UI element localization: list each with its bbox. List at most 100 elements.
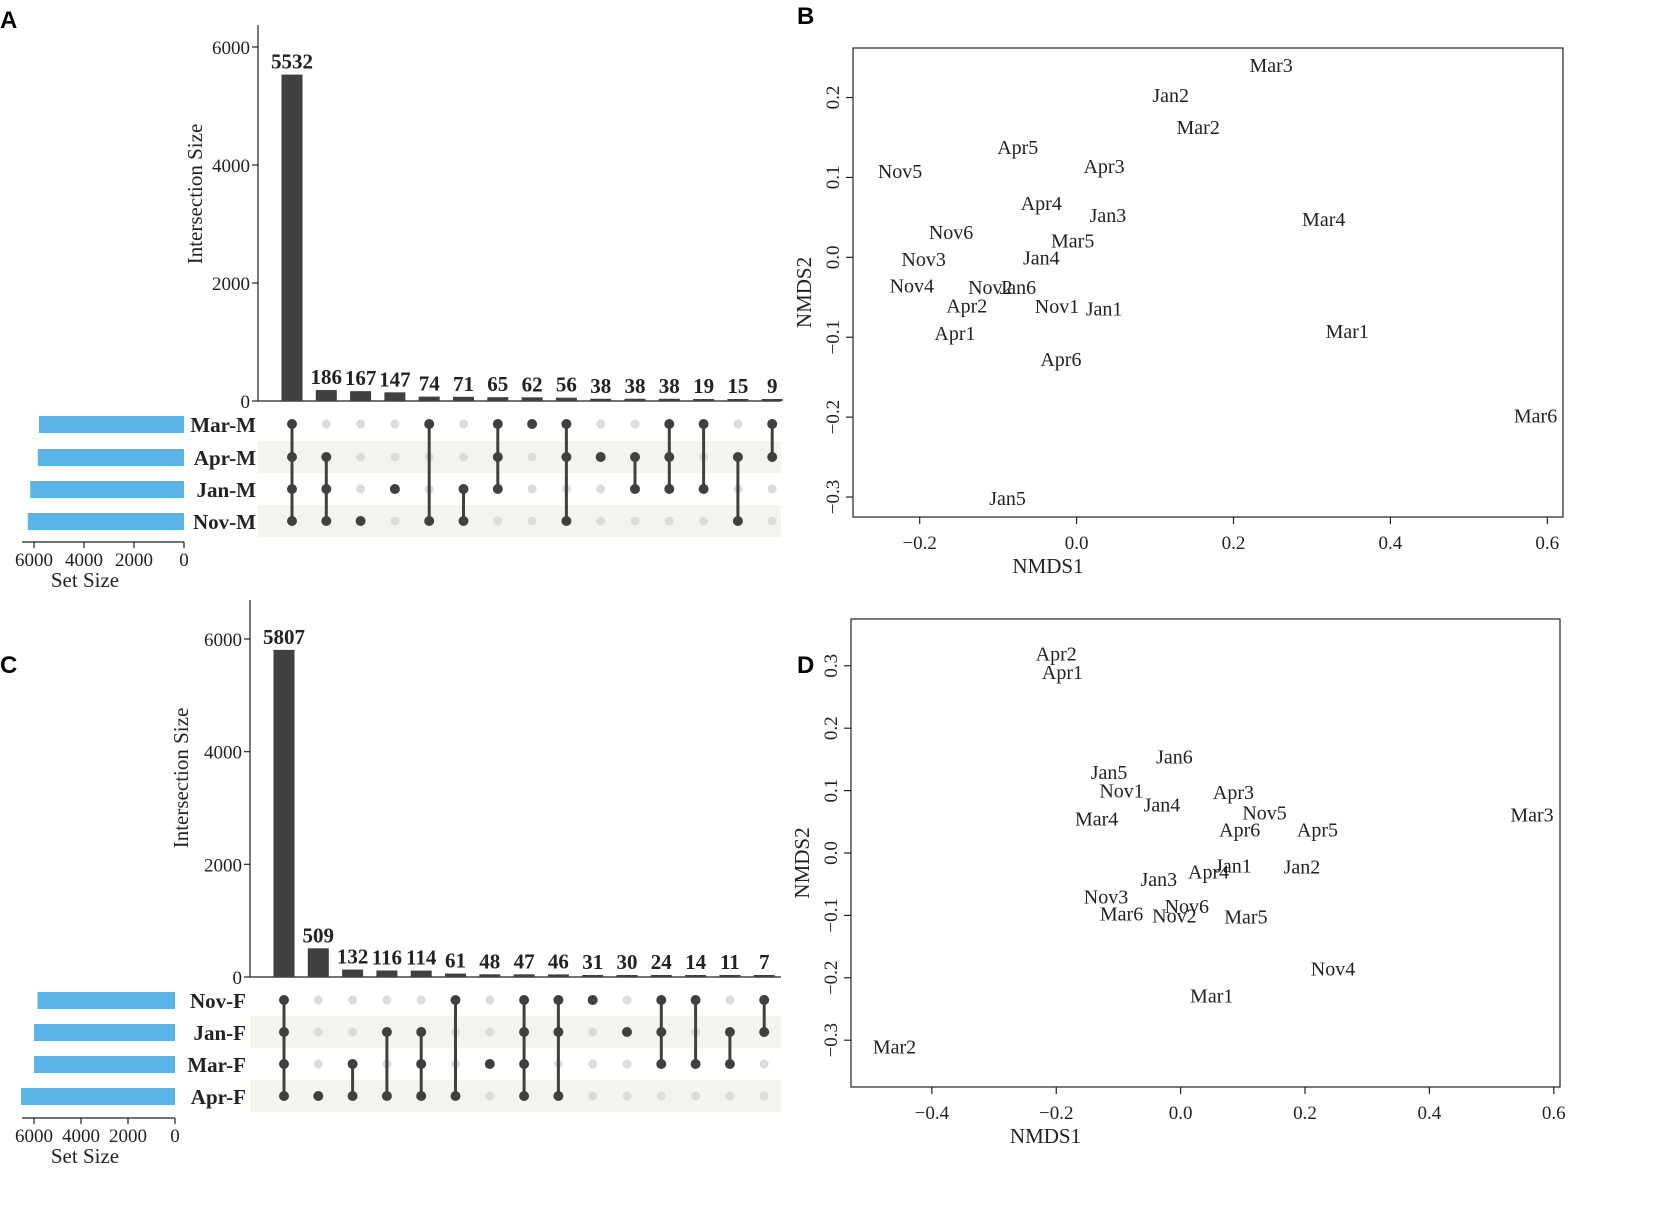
y-tick-label: 6000 [204,630,242,651]
nmds-plot-d: −0.4 −0.2 0.0 0.2 0.4 0.6 −0.3 −0.2 −0.1 0.0 0.1 0.… [790,618,1566,1148]
matrix-dot-empty [630,516,640,526]
bar-value-label: 14 [685,950,707,974]
y-tick-label: −0.1 [821,898,842,932]
set-size-tick-label: 0 [170,1126,180,1147]
intersection-bar [650,975,672,977]
matrix-dot-filled [664,419,675,429]
matrix-dot-empty [767,484,777,494]
point-label: Jan6 [1156,746,1193,768]
matrix-dot-empty [664,516,674,526]
intersection-bar [376,970,398,977]
x-axis-title: NMDS1 [1012,554,1083,578]
matrix-dot-empty [485,1091,495,1101]
matrix-stripe [250,1016,781,1048]
y-tick-label: 0 [233,968,243,989]
bar-value-label: 114 [406,946,437,970]
matrix-dot-filled [381,1027,392,1037]
y-tick-label: 0.0 [823,245,844,269]
x-tick-label: −0.2 [1039,1103,1073,1124]
y-axis-title: NMDS2 [792,257,816,328]
bar-value-label: 62 [522,372,543,396]
y-tick-label: −0.2 [823,400,844,434]
set-size-bar [34,1056,175,1073]
intersection-bar [513,974,535,977]
point-label: Apr4 [1188,862,1229,884]
x-tick-label: 0.2 [1293,1103,1317,1124]
matrix-dot-empty [596,484,606,494]
matrix-dot-filled [355,516,366,526]
intersection-bar [685,975,707,977]
point-label: Mar3 [1510,804,1553,826]
matrix-dot-filled [424,419,435,429]
matrix-dot-filled [630,484,640,494]
set-label: Mar-F [187,1053,246,1077]
x-tick-label: 0.6 [1535,533,1559,554]
point-label: Apr4 [1021,193,1062,215]
y-tick-label: 4000 [212,156,250,177]
matrix-dot-empty [348,1027,358,1037]
bar-value-label: 19 [693,374,714,398]
matrix-dot-empty [416,995,426,1005]
y-axis-title: NMDS2 [790,827,814,898]
y-axis-title: Intersection Size [183,124,207,265]
intersection-bar [555,397,577,401]
nmds-plot-b: −0.2 0.0 0.2 0.4 0.6 −0.3 −0.2 −0.1 0.0 0.1 0.2 NMD… [792,47,1564,578]
matrix-dot-empty [356,419,366,429]
set-size-bar [21,1088,176,1105]
set-size-bar [30,481,184,498]
point-label: Mar3 [1249,55,1292,77]
intersection-bar [727,399,749,401]
point-label: Apr1 [1042,662,1083,684]
bar-value-label: 48 [479,949,500,973]
point-label: Nov1 [1035,296,1079,318]
matrix-stripe [258,441,781,473]
point-label: Apr5 [1297,819,1338,841]
point-label: Apr2 [1036,643,1077,665]
bar-value-label: 186 [311,365,343,389]
point-label: Mar6 [1514,406,1557,428]
matrix-dot-filled [724,1059,735,1069]
matrix-dot-filled [287,452,297,462]
y-tick-label: 0.1 [821,779,842,803]
intersection-bar [315,390,337,401]
set-size-tick-label: 2000 [115,550,153,571]
matrix-dot-empty [733,419,743,429]
matrix-dot-empty [767,516,777,526]
intersection-bar [445,973,466,977]
bar-value-label: 38 [590,374,611,398]
matrix-dot-empty [588,1091,598,1101]
intersection-bar [307,948,329,977]
matrix-dot-empty [759,1091,769,1101]
intersection-bar [590,398,612,401]
point-label: Mar2 [873,1036,916,1058]
matrix-dot-filled [321,484,332,494]
point-label: Jan5 [1091,762,1128,784]
y-tick-label: −0.3 [821,1023,842,1057]
set-size-tick-label: 0 [179,550,189,571]
matrix-dot-empty [459,419,468,429]
point-label: Jan1 [1215,855,1252,877]
matrix-dot-filled [698,419,709,429]
matrix-dot-filled [424,516,435,526]
point-label: Jan5 [989,488,1026,510]
y-tick-label: 2000 [212,274,250,295]
matrix-dot-empty [656,1091,666,1101]
bar-value-label: 509 [303,923,335,947]
point-label: Mar5 [1224,907,1267,929]
set-label: Jan-M [197,478,257,502]
matrix-dot-empty [622,1091,632,1101]
matrix-dot-filled [347,1091,358,1101]
matrix-dot-filled [519,1059,530,1069]
point-label: Mar4 [1075,809,1118,831]
matrix-dot-filled [759,995,770,1005]
set-label: Jan-F [194,1021,247,1045]
x-tick-label: 0.4 [1379,533,1403,554]
matrix-dot-filled [527,419,538,429]
matrix-stripe [258,505,781,537]
matrix-dot-empty [356,484,366,494]
matrix-dot-filled [279,1027,289,1037]
intersection-bar [418,396,440,401]
matrix-dot-filled [690,995,701,1005]
bar-value-label: 30 [617,950,638,974]
